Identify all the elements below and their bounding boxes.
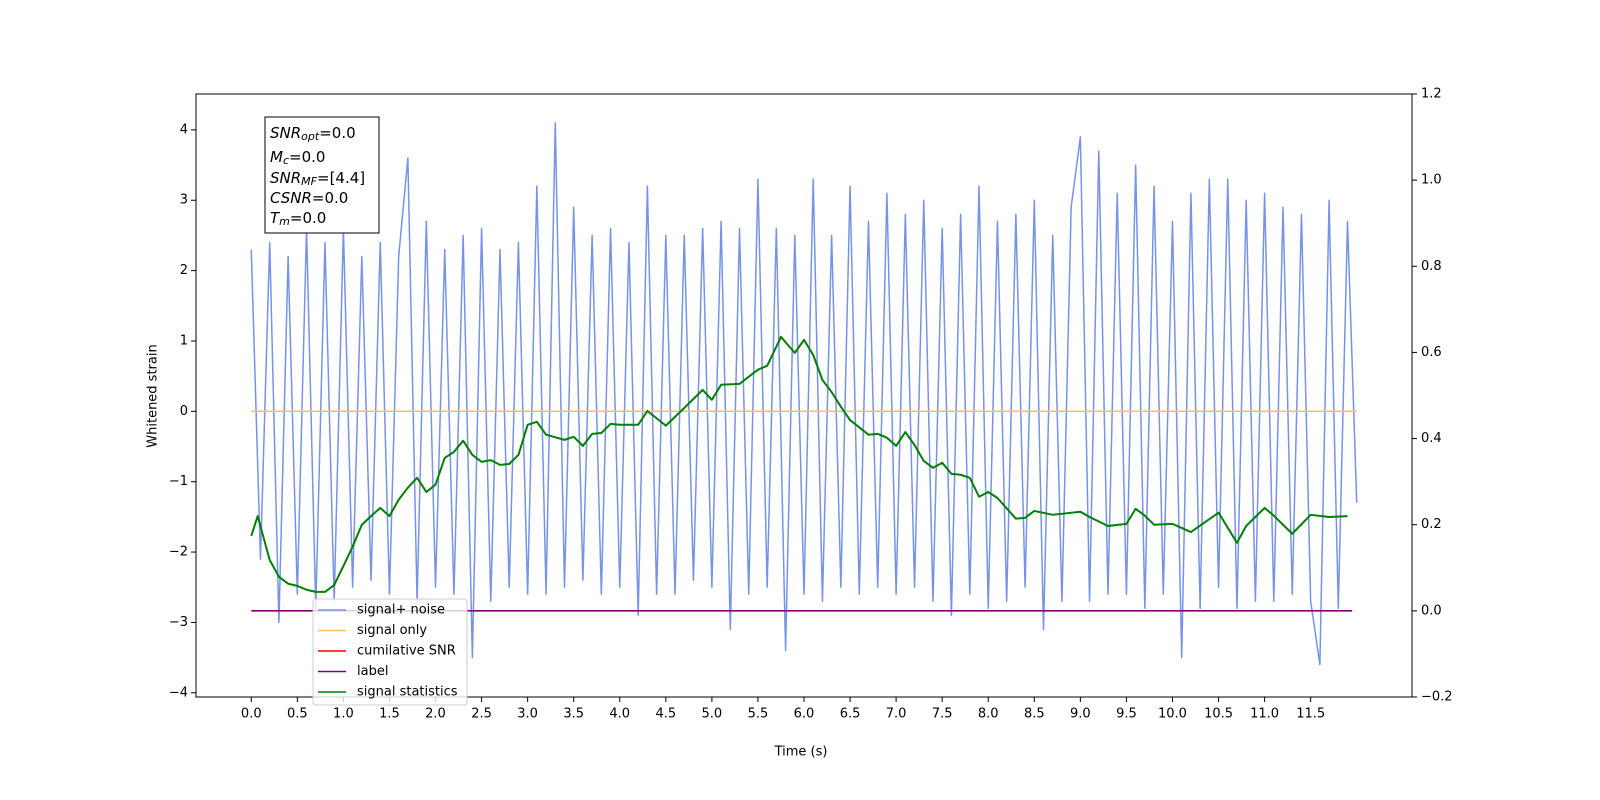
annotation-frame (264, 116, 380, 234)
annotation-value: =0.0 (319, 124, 355, 142)
annotation-symbol: T (270, 209, 281, 227)
legend-label: cumilative SNR (357, 644, 456, 659)
legend-label: signal statistics (357, 685, 458, 700)
annotation-symbol: CSNR (270, 189, 312, 207)
annotation-subscript: m (279, 215, 290, 228)
annotation-box: SNRopt=0.0Mc=0.0SNRMF=[4.4]CSNR=0.0Tm=0.… (264, 116, 380, 234)
x-tick-label: 0.5 (287, 707, 308, 722)
x-tick-label: 0.0 (241, 707, 262, 722)
x-tick-label: 9.0 (1070, 707, 1091, 722)
y2-tick-label: 1.0 (1421, 173, 1442, 188)
annotation-value: =[4.4] (317, 169, 365, 187)
x-tick-label: 11.0 (1250, 707, 1279, 722)
y2-tick-label: 0.8 (1421, 259, 1442, 274)
y-tick-label: 2 (180, 263, 188, 278)
y-tick-label: 4 (180, 122, 188, 137)
y-tick-label: −2 (169, 545, 188, 560)
x-tick-label: 11.5 (1296, 707, 1325, 722)
x-tick-label: 3.0 (517, 707, 538, 722)
annotation-line: SNRopt=0.0 (270, 124, 356, 144)
legend: signal+ noise signal only cumilative SNR la… (312, 598, 468, 706)
annotation-symbol: M (270, 148, 283, 166)
y-tick-label: −4 (169, 685, 188, 700)
annotation-value: =0.0 (290, 209, 326, 227)
x-tick-label: 7.5 (932, 707, 953, 722)
x-tick-label: 10.0 (1158, 707, 1187, 722)
annotation-line: CSNR=0.0 (270, 189, 348, 207)
series-line (250, 335, 1348, 593)
x-tick-label: 8.5 (1024, 707, 1045, 722)
y-tick-label: 3 (180, 193, 188, 208)
y2-tick-label: 0.4 (1421, 431, 1442, 446)
annotation-line: SNRMF=[4.4] (270, 169, 365, 189)
x-tick-label: 6.5 (840, 707, 861, 722)
y2-tick-label: 0.0 (1421, 603, 1442, 618)
x-tick-label: 1.5 (379, 707, 400, 722)
x-tick-label: 4.5 (655, 707, 676, 722)
x-tick-label: 1.0 (333, 707, 354, 722)
y-axis-label: Whitened strain (146, 344, 161, 447)
annotation-subscript: c (283, 154, 289, 167)
y2-tick-label: 0.6 (1421, 345, 1442, 360)
y-tick-label: −3 (169, 615, 188, 630)
x-tick-label: 2.5 (471, 707, 492, 722)
x-tick-label: 4.0 (609, 707, 630, 722)
x-tick-label: 5.0 (702, 707, 723, 722)
x-tick-label: 10.5 (1204, 707, 1233, 722)
y-tick-label: 0 (180, 404, 188, 419)
x-tick-label: 5.5 (748, 707, 769, 722)
x-tick-label: 9.5 (1116, 707, 1137, 722)
legend-label: signal+ noise (357, 603, 445, 618)
x-tick-label: 3.5 (563, 707, 584, 722)
x-tick-label: 6.0 (794, 707, 815, 722)
x-tick-label: 8.0 (978, 707, 999, 722)
y-tick-label: 1 (180, 333, 188, 348)
x-tick-label: 2.0 (425, 707, 446, 722)
annotation-symbol: SNR (270, 169, 301, 187)
x-tick-label: 7.0 (886, 707, 907, 722)
y-tick-label: −1 (169, 474, 188, 489)
x-axis-label: Time (s) (774, 745, 828, 760)
y2-tick-label: 1.2 (1421, 87, 1442, 102)
annotation-value: =0.0 (312, 189, 348, 207)
legend-label: label (357, 664, 388, 679)
annotation-subscript: MF (301, 175, 317, 188)
annotation-line: Tm=0.0 (270, 209, 326, 229)
annotation-line: Mc=0.0 (270, 148, 325, 168)
legend-label: signal only (357, 623, 427, 638)
y2-tick-label: 0.2 (1421, 517, 1442, 532)
annotation-subscript: opt (301, 130, 320, 143)
y2-tick-label: −0.2 (1421, 690, 1453, 705)
annotation-value: =0.0 (289, 148, 325, 166)
legend-frame (312, 598, 468, 706)
series-line (250, 122, 1358, 666)
annotation-symbol: SNR (270, 124, 301, 142)
